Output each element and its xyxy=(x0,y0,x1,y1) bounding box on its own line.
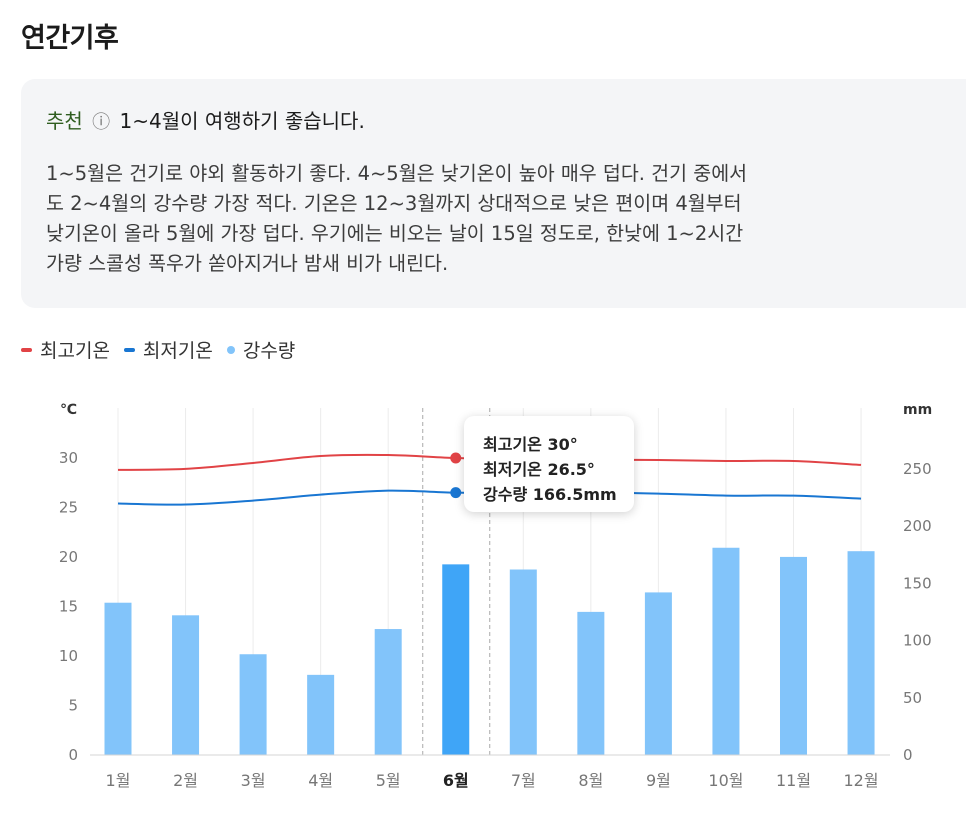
y-right-tick-label: 150 xyxy=(903,574,932,592)
rain-bar xyxy=(509,569,537,755)
y-left-tick-label: 15 xyxy=(59,598,78,616)
low-line-swatch xyxy=(123,347,135,352)
y-right-unit: mm xyxy=(903,402,932,418)
rain-bar xyxy=(374,629,402,755)
x-tick-label: 7월 xyxy=(511,771,536,790)
rain-bar xyxy=(172,615,200,755)
rain-bar xyxy=(239,654,267,755)
y-left-tick-label: 30 xyxy=(59,449,78,467)
y-right-tick-label: 0 xyxy=(903,746,913,764)
rain-bar xyxy=(307,674,335,755)
rain-dot-swatch xyxy=(226,345,235,354)
summary-card: 추천 ⓘ 1~4월이 여행하기 좋습니다. 1~5월은 건기로 야외 활동하기 … xyxy=(21,79,966,308)
rain-bar xyxy=(104,602,132,755)
legend-label-high: 최고기온 xyxy=(40,340,110,362)
description-line: 가량 스콜성 폭우가 쏟아지거나 밤새 비가 내린다. xyxy=(46,252,449,275)
legend-item-high[interactable]: 최고기온 xyxy=(21,336,110,363)
recommend-tag: 추천 xyxy=(46,109,83,133)
y-left-tick-label: 0 xyxy=(68,746,78,764)
legend-label-low: 최저기온 xyxy=(142,340,213,362)
y-left-tick-label: 5 xyxy=(68,697,78,715)
chart-tooltip: 최고기온 30° 최저기온 26.5° 강수량 166.5mm xyxy=(464,416,634,512)
chart-legend: 최고기온 최저기온 강수량 xyxy=(21,336,309,363)
high-temp-marker xyxy=(450,452,462,464)
legend-item-rain[interactable]: 강수량 xyxy=(226,336,296,363)
rain-bar xyxy=(442,564,470,755)
recommendation-line: 추천 ⓘ 1~4월이 여행하기 좋습니다. xyxy=(46,105,365,134)
recommend-headline: 1~4월이 여행하기 좋습니다. xyxy=(119,109,365,133)
y-right-tick-label: 200 xyxy=(903,517,932,535)
description-line: 낮기온이 올라 5월에 가장 덥다. 우기에는 비오는 날이 15일 정도로, … xyxy=(46,222,744,245)
x-tick-label: 6월 xyxy=(443,771,469,790)
info-icon[interactable]: ⓘ xyxy=(92,112,111,133)
x-tick-label: 10월 xyxy=(708,771,743,790)
rain-bar xyxy=(712,547,740,755)
description-line: 1~5월은 건기로 야외 활동하기 좋다. 4~5월은 낮기온이 높아 매우 덥… xyxy=(46,162,748,185)
x-tick-label: 8월 xyxy=(578,771,603,790)
x-tick-label: 5월 xyxy=(376,771,401,790)
tooltip-high: 최고기온 30° xyxy=(483,435,578,454)
x-tick-label: 1월 xyxy=(106,771,131,790)
y-left-tick-label: 10 xyxy=(59,647,78,665)
x-tick-label: 3월 xyxy=(241,771,266,790)
x-tick-label: 12월 xyxy=(844,771,879,790)
legend-item-low[interactable]: 최저기온 xyxy=(123,336,213,363)
x-tick-label: 9월 xyxy=(646,771,671,790)
rain-bar xyxy=(847,551,875,755)
tooltip-rain: 강수량 166.5mm xyxy=(483,485,617,504)
tooltip-low: 최저기온 26.5° xyxy=(483,460,595,479)
legend-label-rain: 강수량 xyxy=(242,340,296,362)
y-left-unit: ℃ xyxy=(60,402,77,418)
x-tick-label: 2월 xyxy=(173,771,198,790)
y-left-tick-label: 25 xyxy=(59,499,78,517)
rain-bar xyxy=(644,592,672,755)
y-right-tick-label: 250 xyxy=(903,460,932,478)
y-left-tick-label: 20 xyxy=(59,548,78,566)
climate-description: 1~5월은 건기로 야외 활동하기 좋다. 4~5월은 낮기온이 높아 매우 덥… xyxy=(46,159,946,279)
x-tick-label: 4월 xyxy=(308,771,333,790)
x-tick-label: 11월 xyxy=(776,771,811,790)
climate-chart[interactable]: ℃ mm 0 5 10 15 20 25 30 0 50 100 150 200 250 1월 2월 3월 4월 5월… xyxy=(0,380,966,805)
y-right-tick-label: 50 xyxy=(903,689,922,707)
y-right-tick-label: 100 xyxy=(903,632,932,650)
rain-bar xyxy=(780,556,807,755)
high-line-swatch xyxy=(21,347,32,352)
rain-bar xyxy=(577,611,605,755)
description-line: 도 2~4월의 강수량 가장 적다. 기온은 12~3월까지 상대적으로 낮은 … xyxy=(46,192,742,215)
low-temp-marker xyxy=(450,487,462,499)
page-title: 연간기후 xyxy=(21,23,119,54)
